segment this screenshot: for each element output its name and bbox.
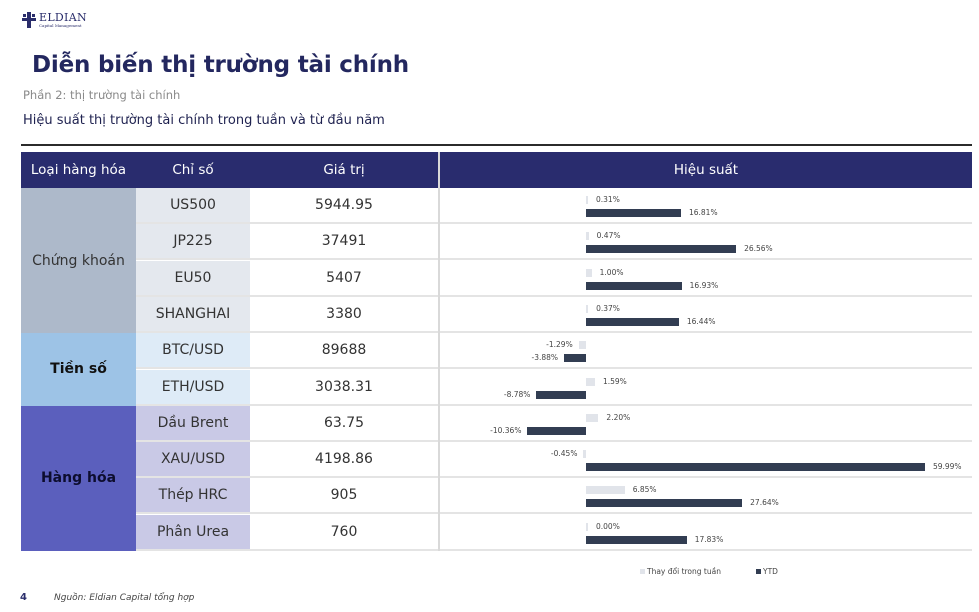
ytd-bar [586,463,925,472]
index-cell: ETH/USD [136,369,250,406]
weekly-change-label: 2.20% [606,412,631,422]
performance-bar-row: 0.47% 26.56% [440,224,972,261]
page-title: Diễn biến thị trường tài chính [32,52,409,78]
ytd-bar [586,317,679,326]
performance-bar-row: 2.20% -10.36% [440,406,972,442]
ytd-label: -3.88% [531,353,559,363]
weekly-change-bar [583,450,586,459]
index-cell: SHANGHAI [136,296,250,333]
category-cell: Tiền số [21,333,136,406]
ytd-bar [527,426,586,435]
weekly-change-label: 1.00% [599,267,624,277]
ytd-label: -10.36% [490,425,522,435]
weekly-change-bar [586,196,588,204]
header-value: Giá trị [250,152,438,188]
header-category: Loại hàng hóa [21,152,136,188]
value-cell: 905 [250,478,438,515]
index-cell: Dầu Brent [136,405,250,442]
performance-bar-row: -1.29% -3.88% [440,333,972,370]
index-cell: BTC/USD [136,333,250,370]
performance-bar-row: 1.59% -8.78% [440,370,972,406]
value-cell: 5944.95 [250,188,438,224]
legend-ytd: YTD [756,567,778,576]
index-cell: US500 [136,188,250,224]
source-note: Nguồn: Eldian Capital tổng hợp [54,593,195,603]
performance-bar-row: 0.37% 16.44% [440,297,972,333]
legend-week: Thay đổi trong tuần [640,567,721,576]
section-heading: Hiệu suất thị trường tài chính trong tuầ… [23,113,385,128]
weekly-change-bar [586,377,595,386]
eldian-logo-icon [22,12,36,28]
performance-bar-row: 6.85% 27.64% [440,478,972,515]
weekly-change-label: 0.31% [596,195,620,204]
weekly-change-label: 0.47% [596,231,621,241]
performance-bar-row: 1.00% 16.93% [440,261,972,297]
page-number: 4 [20,592,27,603]
ytd-bar [586,499,743,508]
index-cell: XAU/USD [136,442,250,479]
category-cell: Hàng hóa [21,405,136,551]
weekly-change-bar [586,304,589,313]
legend-week-swatch-icon [640,569,645,574]
value-cell: 760 [250,514,438,551]
header-performance: Hiệu suất [440,152,972,188]
top-divider [21,144,972,146]
weekly-change-bar [586,486,625,495]
value-cell: 4198.86 [250,442,438,479]
ytd-bar [586,281,682,290]
index-cell: Thép HRC [136,478,250,515]
column-divider [438,152,440,551]
weekly-change-bar [586,232,589,241]
ytd-bar [536,390,586,399]
value-cell: 63.75 [250,405,438,442]
weekly-change-bar [586,413,599,422]
value-cell: 3380 [250,296,438,333]
weekly-change-bar [586,522,588,531]
value-cell: 37491 [250,224,438,261]
ytd-label: 16.81% [688,208,718,217]
ytd-bar [586,245,737,254]
weekly-change-label: 0.37% [596,303,620,313]
brand-tagline: Capital Management [39,23,82,28]
weekly-change-label: 6.85% [632,485,657,495]
value-cell: 89688 [250,333,438,370]
weekly-change-bar [578,341,586,350]
value-cell: 3038.31 [250,369,438,406]
performance-bar-row: 0.31% 16.81% [440,188,972,224]
brand-name: ELDIAN [39,11,87,24]
ytd-label: 16.93% [689,280,719,290]
category-cell: Chứng khoán [21,188,136,334]
weekly-change-bar [586,268,592,277]
index-cell: JP225 [136,224,250,261]
weekly-change-label: 0.00% [596,521,620,531]
page-subtitle: Phần 2: thị trường tài chính [23,88,181,102]
ytd-bar [564,354,586,363]
brand-logo: ELDIAN Capital Management [22,12,87,28]
weekly-change-label: 1.59% [602,376,627,386]
header-index: Chỉ số [136,152,250,188]
weekly-change-label: -0.45% [550,449,578,459]
ytd-label: 26.56% [744,244,773,254]
legend-ytd-swatch-icon [756,569,761,574]
ytd-label: 59.99% [932,462,962,472]
index-cell: Phân Urea [136,514,250,551]
ytd-bar [586,209,681,217]
index-cell: EU50 [136,260,250,297]
ytd-bar [586,535,687,544]
ytd-label: 27.64% [750,498,779,508]
value-cell: 5407 [250,260,438,297]
ytd-label: -8.78% [503,389,531,399]
ytd-label: 16.44% [686,316,716,326]
performance-bar-row: -0.45% 59.99% [440,442,972,479]
ytd-label: 17.83% [694,534,724,544]
performance-bar-row: 0.00% 17.83% [440,515,972,551]
weekly-change-label: -1.29% [546,340,573,350]
